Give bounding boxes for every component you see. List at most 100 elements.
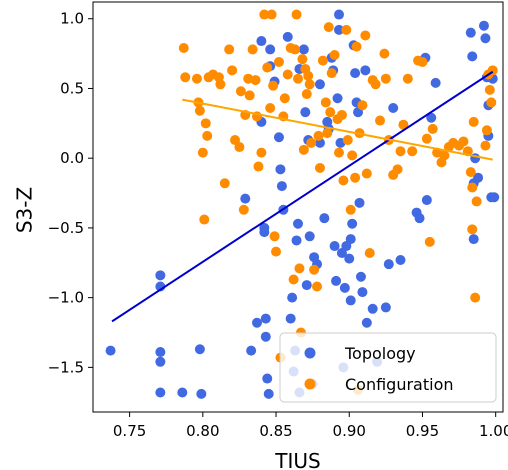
configuration-point: [215, 79, 226, 90]
configuration-point: [375, 115, 385, 126]
topology-point: [334, 24, 344, 35]
topology-point: [345, 234, 356, 245]
topology-point: [319, 213, 330, 224]
configuration-point: [380, 73, 391, 84]
topology-point: [354, 197, 365, 208]
x-tick-label: 0.95: [406, 422, 439, 440]
x-tick-label: 1.00: [479, 422, 508, 440]
topology-point: [256, 36, 267, 47]
configuration-point: [297, 54, 308, 65]
configuration-point: [421, 133, 432, 144]
configuration-point: [345, 204, 356, 215]
configuration-point: [370, 79, 381, 90]
topology-point: [155, 387, 166, 398]
topology-point: [273, 132, 284, 143]
configuration-point: [273, 56, 284, 67]
configuration-point: [298, 144, 309, 155]
configuration-point: [309, 264, 320, 275]
configuration-point: [480, 140, 491, 151]
topology-point: [478, 20, 489, 31]
configuration-point: [282, 69, 293, 80]
topology-point: [355, 271, 366, 282]
legend-marker-topology: [304, 347, 316, 359]
topology-point: [344, 253, 355, 264]
topology-point: [246, 345, 257, 356]
configuration-point: [293, 73, 303, 84]
configuration-point: [392, 164, 403, 175]
configuration-point: [334, 147, 344, 158]
topology-point: [388, 102, 399, 113]
configuration-point: [350, 172, 361, 183]
configuration-point: [202, 130, 213, 141]
topology-point: [367, 303, 378, 314]
configuration-point: [290, 44, 301, 55]
y-tick-label: 0.5: [60, 79, 84, 97]
topology-point: [240, 193, 251, 204]
configuration-point: [178, 43, 189, 54]
configuration-point: [364, 248, 375, 259]
topology-point: [473, 172, 484, 183]
configuration-point: [481, 125, 492, 136]
configuration-point: [306, 137, 317, 148]
topology-point: [194, 344, 205, 355]
topology-point: [347, 218, 358, 229]
topology-point: [263, 388, 274, 399]
configuration-point: [234, 142, 245, 153]
topology-point: [300, 107, 311, 118]
configuration-point: [279, 93, 290, 104]
configuration-point: [244, 90, 255, 101]
trend-lines: [111, 70, 494, 323]
y-tick-label: 1.0: [60, 10, 84, 28]
configuration-point: [200, 118, 211, 129]
configuration-point: [219, 178, 230, 189]
configuration-point: [486, 97, 497, 108]
configuration-point: [336, 109, 347, 120]
configuration-point: [256, 147, 267, 158]
configuration-point: [271, 246, 282, 257]
configuration-point: [180, 72, 191, 83]
configuration-point: [341, 24, 352, 35]
legend-box: [279, 332, 497, 403]
y-tick-label: −0.5: [48, 219, 84, 237]
topology-point: [260, 331, 271, 342]
configuration-point: [313, 130, 324, 141]
x-tick-label: 0.75: [113, 422, 146, 440]
configuration-point: [268, 80, 279, 91]
topology-point: [489, 192, 500, 203]
topology-point: [259, 227, 270, 238]
x-tick-label: 0.85: [259, 422, 292, 440]
configuration-point: [262, 62, 273, 73]
configuration-point: [265, 102, 276, 113]
configuration-point: [329, 49, 340, 60]
configuration-point: [199, 214, 210, 225]
legend: Topology Configuration: [279, 332, 497, 403]
configuration-point: [235, 86, 246, 97]
configuration-point: [247, 44, 258, 55]
topology-point: [361, 317, 372, 328]
configuration-point: [294, 263, 305, 274]
topology-point: [155, 270, 166, 281]
configuration-point: [338, 175, 349, 186]
configuration-point: [304, 79, 315, 90]
x-axis-label: TIUS: [274, 449, 320, 470]
configuration-point: [347, 150, 358, 161]
topology-point: [155, 356, 166, 367]
topology-point: [196, 388, 207, 399]
topology-point: [265, 44, 276, 55]
topology-trend-line: [111, 70, 494, 323]
topology-point: [329, 241, 340, 252]
configuration-point: [197, 147, 208, 158]
configuration-point: [398, 119, 409, 130]
configuration-point: [470, 292, 481, 303]
topology-point: [282, 31, 293, 42]
y-axis-label: S3-Z: [13, 187, 37, 233]
y-axis-title: S3-Z: [13, 187, 37, 233]
y-tick-label: 0.0: [60, 149, 84, 167]
configuration-point: [417, 56, 428, 67]
configuration-point: [467, 224, 478, 235]
topology-point: [465, 27, 476, 38]
configuration-point: [471, 196, 482, 207]
configuration-point: [424, 236, 435, 247]
configuration-point: [266, 9, 277, 20]
